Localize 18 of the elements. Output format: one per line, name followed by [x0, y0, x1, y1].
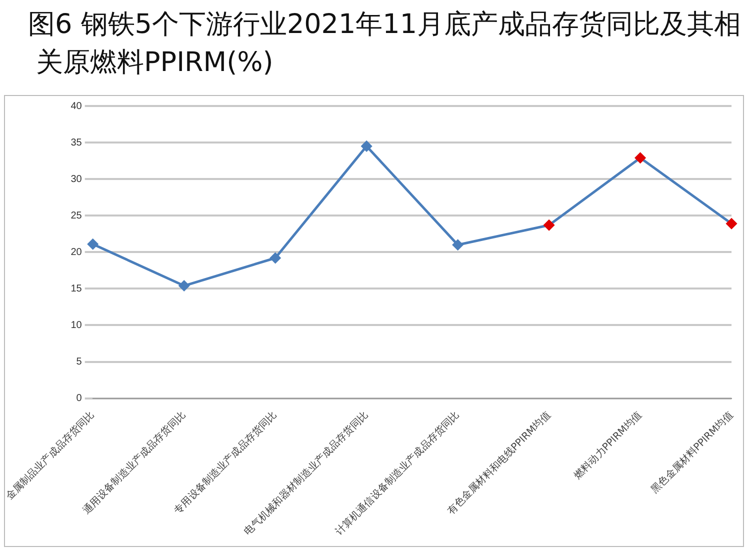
y-tick-label: 25 [70, 210, 82, 222]
point [361, 140, 372, 152]
point [270, 252, 281, 264]
point [635, 152, 646, 164]
point [88, 238, 98, 250]
y-tick-label: 30 [70, 174, 82, 185]
y-tick-label: 40 [70, 100, 82, 112]
point [452, 240, 464, 250]
point [544, 220, 554, 230]
point [178, 280, 190, 292]
chart-title: 图6 钢铁5个下游行业2021年11月底产成品存货同比及其相关原燃料PPIRM(%) [28, 8, 742, 80]
y-tick-label: 20 [70, 246, 82, 258]
y-tick-label: 0 [76, 393, 82, 404]
y-tick-label: 10 [70, 320, 82, 331]
y-tick-label: 15 [70, 283, 82, 294]
point [726, 218, 737, 229]
y-tick-label: 5 [76, 356, 82, 368]
y-tick-label: 35 [70, 137, 82, 148]
